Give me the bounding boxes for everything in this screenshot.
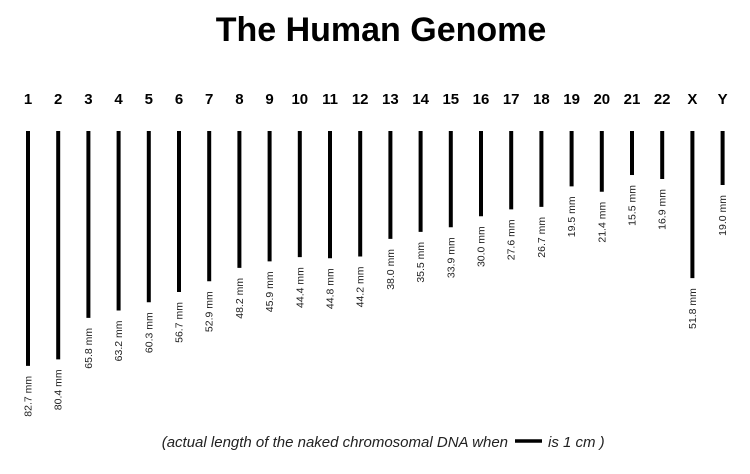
length-label-21: 15.5 mm — [627, 185, 639, 226]
length-label-4: 63.2 mm — [113, 320, 125, 361]
chromosome-bars: 1 82.7 mm 2 80.4 mm 3 65.8 mm 4 63.2 mm 5 60.3 mm… — [23, 91, 730, 417]
chromosome-label-16: 16 — [473, 91, 490, 108]
length-label-2: 80.4 mm — [53, 369, 65, 410]
length-label-1: 82.7 mm — [23, 376, 35, 417]
length-label-22: 16.9 mm — [657, 189, 669, 230]
chromosome-label-2: 2 — [54, 91, 62, 108]
chromosome-label-20: 20 — [593, 91, 610, 108]
chromosome-label-12: 12 — [352, 91, 369, 108]
chromosome-label-13: 13 — [382, 91, 399, 108]
chromosome-label-1: 1 — [24, 91, 32, 108]
chromosome-label-5: 5 — [145, 91, 153, 108]
length-label-13: 38.0 mm — [385, 249, 397, 290]
footnote-text-after: is 1 cm ) — [548, 434, 605, 451]
footnote-text-before: (actual length of the naked chromosomal … — [162, 434, 508, 451]
chromosome-label-6: 6 — [175, 91, 183, 108]
chromosome-label-19: 19 — [563, 91, 580, 108]
chromosome-label-21: 21 — [624, 91, 641, 108]
chromosome-label-3: 3 — [84, 91, 92, 108]
length-label-7: 52.9 mm — [204, 291, 216, 332]
length-label-16: 30.0 mm — [476, 226, 488, 267]
length-label-17: 27.6 mm — [506, 219, 518, 260]
chromosome-label-22: 22 — [654, 91, 671, 108]
chromosome-label-9: 9 — [265, 91, 273, 108]
length-label-10: 44.4 mm — [294, 267, 306, 308]
length-label-5: 60.3 mm — [143, 312, 155, 353]
length-label-y: 19.0 mm — [717, 195, 729, 236]
length-label-11: 44.8 mm — [325, 268, 337, 309]
chromosome-label-11: 11 — [322, 91, 338, 108]
chromosome-label-10: 10 — [291, 91, 308, 108]
chromosome-label-14: 14 — [412, 91, 429, 108]
length-label-6: 56.7 mm — [174, 302, 186, 343]
length-label-x: 51.8 mm — [687, 288, 699, 329]
length-label-3: 65.8 mm — [83, 328, 95, 369]
chromosome-label-15: 15 — [442, 91, 459, 108]
chromosome-label-7: 7 — [205, 91, 213, 108]
chromosome-label-17: 17 — [503, 91, 520, 108]
length-label-12: 44.2 mm — [355, 266, 367, 307]
chromosome-label-y: Y — [718, 91, 728, 108]
length-label-9: 45.9 mm — [264, 271, 276, 312]
chromosome-label-x: X — [687, 91, 697, 108]
chromosome-label-18: 18 — [533, 91, 550, 108]
length-label-19: 19.5 mm — [566, 196, 578, 237]
length-label-14: 35.5 mm — [415, 242, 427, 283]
chromosome-label-8: 8 — [235, 91, 243, 108]
length-label-18: 26.7 mm — [536, 217, 548, 258]
length-label-20: 21.4 mm — [596, 202, 608, 243]
length-label-15: 33.9 mm — [445, 237, 457, 278]
length-label-8: 48.2 mm — [234, 278, 246, 319]
chromosome-label-4: 4 — [114, 91, 123, 108]
chart-title: The Human Genome — [216, 11, 547, 49]
footnote: (actual length of the naked chromosomal … — [162, 434, 605, 451]
